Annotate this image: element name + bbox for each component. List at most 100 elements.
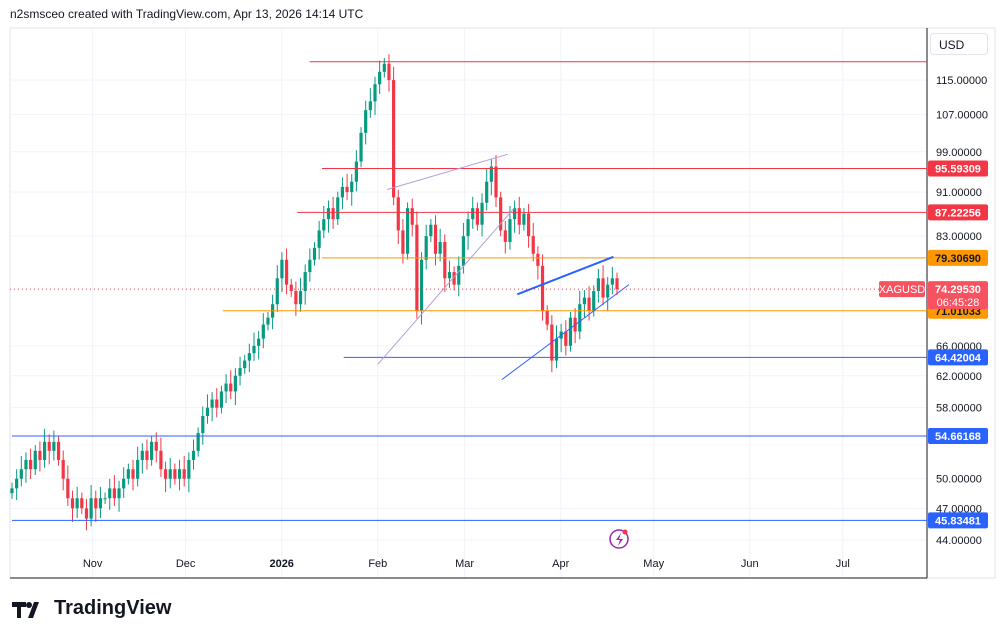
candle-body [24, 459, 28, 470]
candle-body [210, 399, 214, 408]
trendline [377, 207, 515, 365]
candle-body [410, 208, 414, 225]
candle-body [159, 450, 163, 470]
candle-body [196, 433, 200, 451]
candle-body [606, 284, 610, 298]
candle-body [331, 208, 335, 220]
candle-body [336, 197, 340, 220]
candle-body [257, 338, 261, 346]
candle-body [354, 161, 358, 182]
candle-body [415, 224, 419, 311]
tradingview-logo: TradingView [12, 597, 171, 620]
candle-body [424, 236, 428, 260]
candle-body [219, 391, 224, 408]
event-dot [622, 529, 628, 535]
candle-body [229, 383, 233, 392]
candle-body [452, 272, 456, 285]
price-label-bg [928, 249, 988, 266]
price-label-bg [928, 204, 988, 221]
candle-body [294, 291, 298, 305]
candle-body [438, 241, 442, 254]
x-tick-label: Dec [176, 558, 196, 570]
candle-body [280, 259, 284, 279]
price-label: 79.30690 [935, 253, 981, 265]
candle-body [517, 208, 521, 225]
x-tick-label: Jul [836, 558, 850, 570]
candle-body [513, 208, 517, 220]
x-tick-label: Jun [741, 558, 759, 570]
candle-body [359, 132, 363, 162]
candle-body [94, 498, 98, 509]
candle-body [405, 208, 410, 254]
x-tick-label: Mar [455, 558, 474, 570]
candle-body [578, 304, 582, 332]
candle-body [42, 441, 47, 460]
candle-body [308, 259, 312, 273]
candle-body [508, 219, 512, 242]
price-label: 87.22256 [935, 207, 981, 219]
candle-body [531, 236, 535, 254]
candle-body [526, 213, 531, 237]
price-chart[interactable]: 115.00000 107.00000 99.00000 91.00000 83.000… [0, 0, 1005, 590]
candle-body [56, 441, 61, 460]
y-tick-label: 50.00000 [936, 474, 982, 486]
candle-body [233, 375, 237, 392]
candle-body [545, 310, 549, 325]
candle-body [540, 265, 545, 311]
x-tick-label: 2026 [269, 558, 293, 570]
candle-body [173, 469, 177, 479]
candle-body [485, 181, 489, 203]
candle-body [163, 469, 168, 479]
candle-body [429, 224, 433, 237]
candle-body [503, 230, 507, 242]
candle-body [345, 186, 349, 193]
y-tick-label: 107.00000 [936, 110, 988, 122]
candle-body [182, 469, 186, 479]
candle-body [243, 360, 247, 369]
candle-body [564, 331, 568, 346]
trendline [516, 255, 614, 296]
chart-header: n2smsceo created with TradingView.com, A… [10, 7, 364, 21]
x-tick-label: Feb [368, 558, 387, 570]
candle-body [392, 80, 396, 198]
candle-body [131, 469, 135, 479]
candle-body [108, 488, 112, 499]
candle-body [224, 383, 228, 392]
candle-body [33, 450, 37, 470]
lightning-icon [616, 533, 623, 546]
candle-body [461, 236, 466, 266]
plot-area [9, 27, 996, 579]
trendline [386, 153, 509, 190]
y-tick-label: 44.00000 [936, 535, 982, 547]
candle-body [117, 488, 121, 499]
candle-body [19, 469, 23, 479]
candle-body [103, 498, 107, 500]
candle-body [480, 202, 484, 225]
candle-body [447, 272, 452, 279]
price-label-bg [928, 428, 988, 445]
candle-body [615, 278, 619, 290]
candle-body [275, 278, 279, 305]
y-tick-label: 99.00000 [936, 147, 982, 159]
candle-body [350, 181, 354, 193]
x-tick-label: Nov [83, 558, 103, 570]
trendline [501, 284, 630, 381]
candle-body [601, 278, 605, 298]
candle-body [499, 197, 503, 231]
candle-body [126, 469, 130, 479]
candle-body [84, 508, 89, 519]
candle-body [554, 338, 559, 361]
symbol-tag: XAGUSD [879, 284, 926, 296]
candle-body [187, 459, 191, 479]
candle-body [145, 450, 149, 460]
candle-body [10, 488, 14, 494]
candle-body [29, 459, 33, 470]
x-tick-label: May [643, 558, 664, 570]
tradingview-logo-icon [12, 601, 39, 618]
y-tick-label: 58.00000 [936, 403, 982, 415]
price-label: 95.59309 [935, 164, 981, 176]
candle-body [610, 278, 614, 285]
candle-body [122, 478, 126, 489]
candle-body [215, 399, 219, 408]
currency-selector[interactable]: USD [930, 33, 988, 55]
